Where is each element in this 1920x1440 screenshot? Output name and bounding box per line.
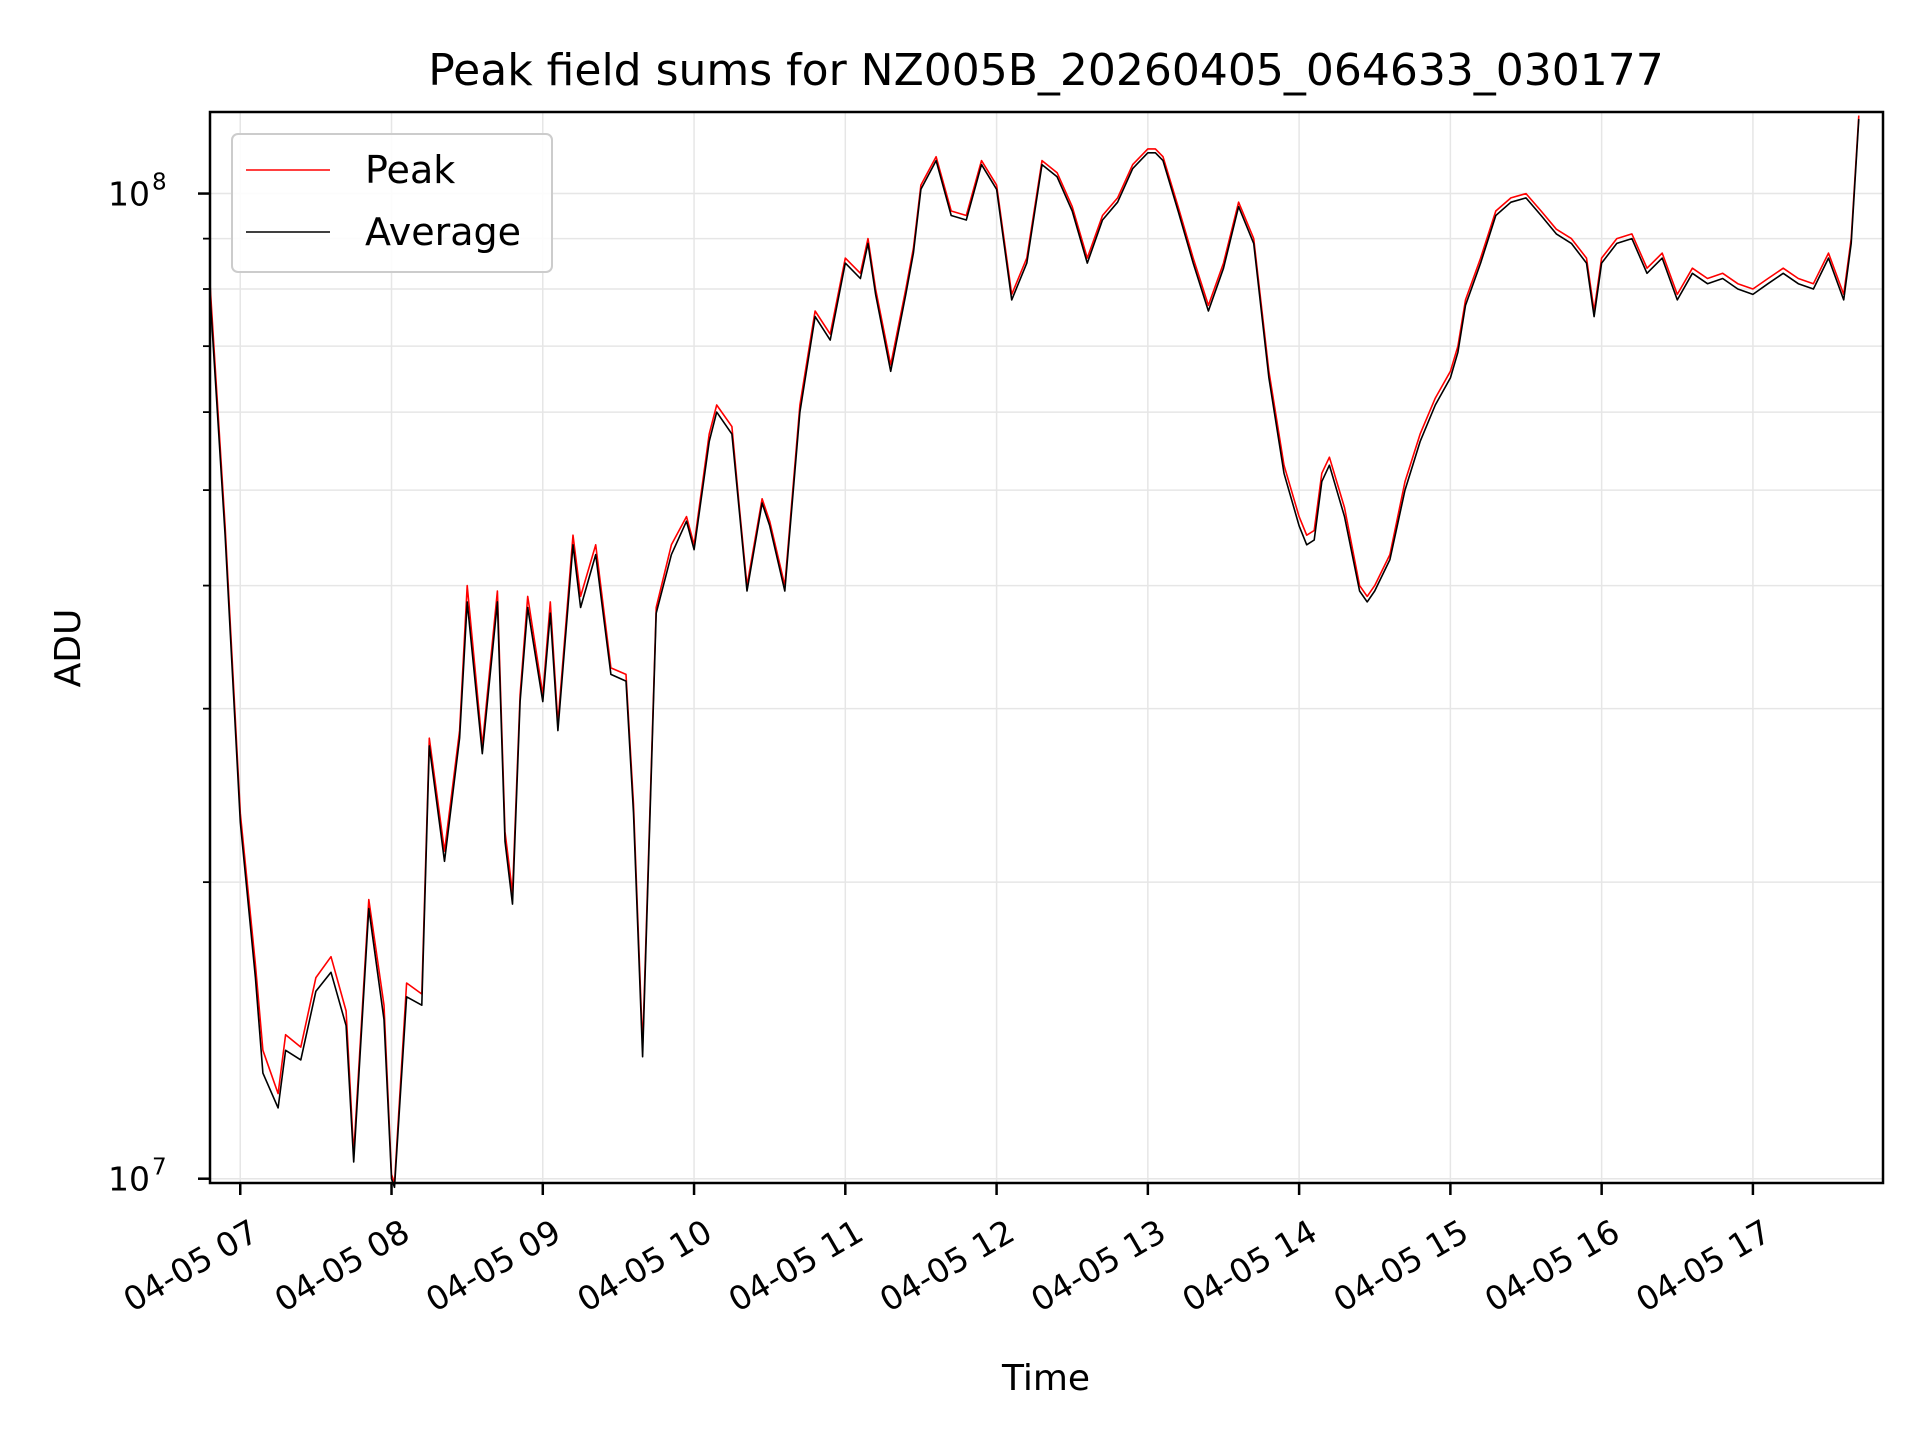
- x-tick-label: 04-05 08: [268, 1212, 416, 1320]
- series-line-peak: [209, 115, 1860, 1184]
- x-axis-label: Time: [1001, 1358, 1090, 1399]
- x-tick-label: 04-05 11: [722, 1212, 870, 1320]
- x-tick-label: 04-05 13: [1024, 1212, 1172, 1320]
- x-tick-label: 04-05 07: [117, 1212, 265, 1320]
- y-tick-exponent: 7: [152, 1155, 167, 1181]
- legend-box: [231, 133, 553, 273]
- x-axis: 04-05 07 04-05 08 04-05 09 04-05 10 04-05 11…: [117, 1183, 1777, 1320]
- y-tick-base: 10: [108, 1160, 150, 1199]
- series-line-average: [209, 119, 1860, 1189]
- x-tick-label: 04-05 10: [570, 1212, 718, 1320]
- y-tick-label: 10: [108, 1160, 150, 1199]
- x-tick-label: 04-05 16: [1478, 1212, 1626, 1320]
- x-tick-label: 04-05 09: [419, 1212, 567, 1320]
- x-tick-label: 04-05 15: [1327, 1212, 1475, 1320]
- series-layer: [209, 115, 1860, 1189]
- y-axis-label: ADU: [48, 609, 89, 688]
- y-tick-base: 10: [108, 175, 150, 214]
- chart-title: Peak field sums for NZ005B_20260405_0646…: [428, 45, 1664, 96]
- plot-frame: [208, 110, 1885, 1185]
- grid: [210, 112, 1883, 1183]
- legend-label-peak: Peak: [365, 148, 455, 192]
- x-tick-label: 04-05 17: [1629, 1212, 1777, 1320]
- legend-label-average: Average: [365, 210, 521, 254]
- legend: Peak Average: [231, 133, 553, 273]
- y-tick-exponent: 8: [152, 170, 167, 196]
- x-tick-label: 04-05 12: [873, 1212, 1021, 1320]
- y-tick-label: 10: [108, 175, 150, 214]
- x-tick-label: 04-05 14: [1176, 1212, 1324, 1320]
